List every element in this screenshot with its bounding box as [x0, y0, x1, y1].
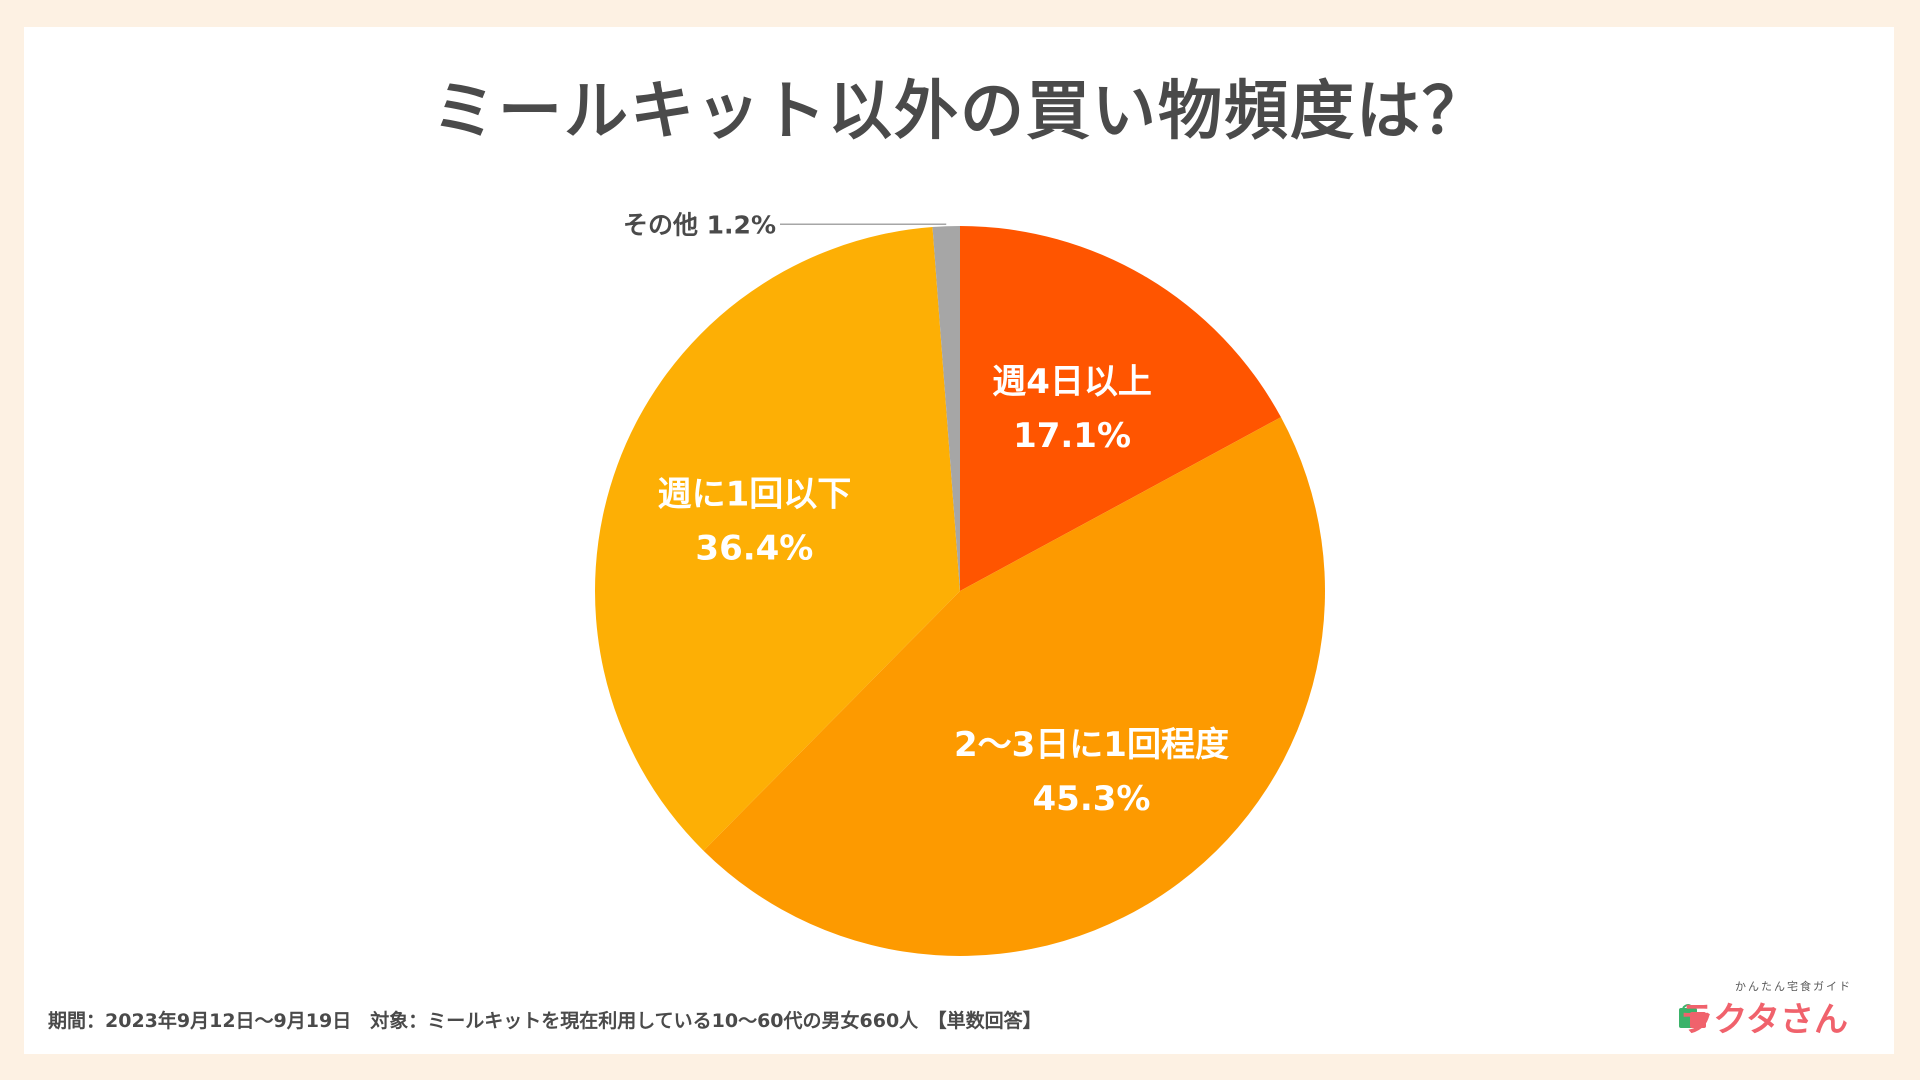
- pie-slice-3: [932, 226, 960, 591]
- pie-slice-2: [595, 227, 960, 851]
- slice-label-3: その他 1.2%: [623, 210, 776, 239]
- slice-label-2: 週に1回以下: [658, 475, 852, 515]
- shopping-bag-icon: [1679, 1004, 1706, 1028]
- slice-value-2: 36.4%: [695, 529, 813, 569]
- slice-value-1: 45.3%: [1033, 779, 1151, 819]
- brand-logo: かんたん宅食ガイド ラクタさん: [1672, 978, 1872, 1040]
- slice-value-0: 17.1%: [1013, 416, 1131, 456]
- chart-title: ミールキット以外の買い物頻度は？: [432, 75, 1488, 149]
- slice-label-0: 週4日以上: [992, 362, 1152, 402]
- pie-slice-0: [960, 226, 1281, 591]
- logo-subtitle: かんたん宅食ガイド: [1735, 980, 1852, 993]
- slice-label-1: 2〜3日に1回程度: [954, 725, 1229, 765]
- pie-slices: [595, 226, 1325, 956]
- pie-slice-1: [703, 417, 1325, 956]
- pie-labels: 週4日以上 17.1% 2〜3日に1回程度 45.3% 週に1回以下 36.4% その他 1…: [623, 210, 1229, 819]
- logo-name: ラクタさん: [1679, 1000, 1848, 1040]
- survey-footnote: 期間：2023年9月12日〜9月19日 対象：ミールキットを現在利用している10…: [48, 1010, 1042, 1032]
